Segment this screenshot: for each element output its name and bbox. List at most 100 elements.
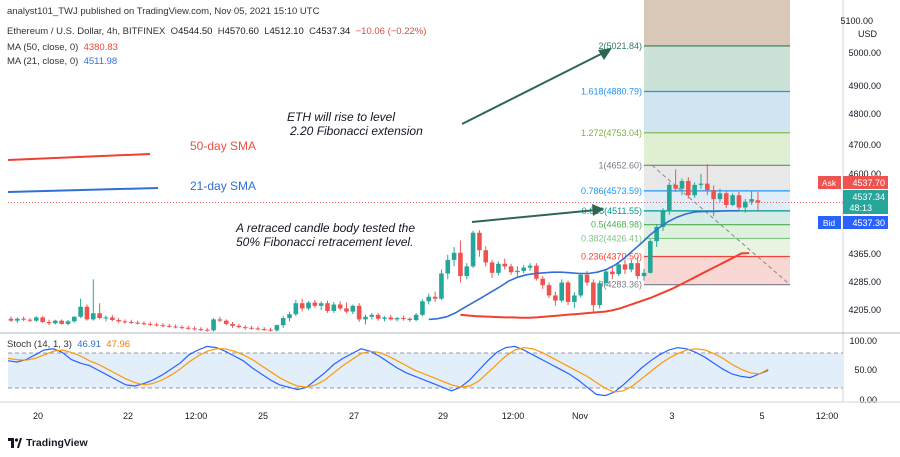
candle-body	[413, 314, 419, 321]
candle-body	[242, 327, 248, 329]
candle-body	[306, 302, 311, 309]
candle-body	[318, 303, 324, 306]
candle-body	[160, 325, 166, 327]
candle-body	[679, 181, 685, 189]
fib-level-label: 1(4652.60)	[598, 160, 642, 170]
candle-body	[496, 263, 501, 273]
candle-body	[603, 271, 609, 284]
candle-body	[27, 319, 33, 321]
stoch-panel[interactable]	[7, 345, 843, 397]
candle-body	[147, 323, 153, 325]
annotations[interactable]: 50-day SMA 21-day SMA ETH will rise to l…	[7, 48, 612, 249]
candle-body	[185, 327, 191, 329]
time-axis[interactable]: 20 22 12:00 25 27 29 12:00 Nov 3 5 12:00	[0, 401, 900, 421]
price-axis-tick: 4900.00	[848, 81, 881, 91]
fib-band	[644, 224, 790, 239]
candle-body	[572, 295, 577, 302]
candle-body	[616, 264, 621, 275]
fib-level-label: 0.236(4370.50)	[581, 251, 642, 261]
fib-level-label: 0.382(4426.41)	[581, 233, 642, 243]
candle-body	[635, 263, 640, 277]
candle-body	[236, 325, 242, 328]
l-value: 4512.10	[269, 26, 304, 37]
bid-price-tag	[843, 216, 888, 229]
stoch-axis-tick: 50.00	[854, 365, 877, 375]
stoch-axis-tick: 100.00	[849, 336, 877, 346]
candle-body	[591, 282, 596, 306]
fib-level-label: 0.618(4511.55)	[582, 206, 642, 216]
tradingview-brand[interactable]: TradingView	[8, 437, 88, 449]
candle-body	[287, 314, 292, 319]
bar-countdown: 48:13	[849, 203, 872, 213]
candle-body	[154, 324, 159, 326]
candle-body	[578, 274, 583, 296]
candle-body	[204, 329, 210, 331]
time-axis-tick: Nov	[572, 411, 589, 421]
candle-body	[597, 283, 602, 306]
candle-body	[382, 317, 387, 319]
candle-body	[660, 211, 666, 227]
candle-body	[363, 316, 368, 320]
candle-body	[128, 321, 134, 323]
bid-label: Bid	[823, 218, 836, 228]
candle-body	[641, 272, 647, 277]
candle-body	[502, 263, 508, 267]
candle-body	[584, 274, 590, 283]
candle-body	[477, 232, 482, 251]
candle-body	[565, 282, 571, 302]
candle-body	[109, 317, 115, 321]
ma50-legend[interactable]: MA (50, close, 0) 4380.83	[7, 42, 118, 53]
fib-level-label: 1.272(4753.04)	[581, 128, 642, 138]
candle-body	[515, 270, 520, 273]
candle-body	[629, 263, 634, 270]
time-axis-tick: 22	[123, 411, 133, 421]
candle-body	[65, 321, 71, 324]
retrace-annotation-line2: 50% Fibonacci retracement level.	[236, 235, 413, 249]
candle-body	[521, 267, 527, 271]
stoch-legend[interactable]: Stoch (14, 1, 3) 46.91 47.96	[7, 339, 130, 350]
fib-band	[644, 210, 790, 225]
brand-text: TradingView	[26, 437, 88, 449]
candle-body	[559, 282, 565, 301]
candle-body	[274, 325, 280, 331]
ohlc-line: Ethereum / U.S. Dollar, 4h, BITFINEX O45…	[7, 26, 426, 37]
candle-body	[508, 266, 514, 273]
fib-band	[644, 256, 790, 285]
candle-body	[72, 316, 77, 322]
ma50-line[interactable]	[460, 252, 750, 319]
candle-body	[451, 252, 457, 260]
candle-body	[742, 201, 748, 208]
ma21-value: 4511.98	[83, 56, 118, 67]
candle-body	[654, 226, 659, 242]
fib-band	[644, 165, 790, 191]
candle-body	[312, 302, 318, 306]
candle-body	[717, 193, 723, 200]
sma21-label: 21-day SMA	[190, 179, 256, 193]
candle-body	[40, 317, 45, 322]
candle-body	[223, 320, 229, 324]
ma21-line[interactable]	[428, 210, 739, 321]
fib-level-label: 2(5021.84)	[598, 41, 642, 51]
stoch-axis[interactable]: 100.00 50.00 0.00	[849, 336, 877, 405]
ask-value: 4537.70	[852, 178, 885, 188]
candle-body	[534, 265, 539, 279]
o-value: 4544.50	[178, 26, 213, 37]
fibonacci-extension-tool[interactable]: 2(5021.84) 1.618(4880.79) 1.272(4753.04) 1(…	[8, 0, 843, 290]
price-axis[interactable]: 5100.00 USD 5000.00 4900.00 4800.00 4700…	[818, 0, 888, 402]
ma50-value: 4380.83	[83, 42, 118, 53]
candle-body	[698, 183, 704, 185]
fib-level-label: 1.618(4880.79)	[581, 87, 642, 97]
fib-band	[644, 0, 790, 46]
candle-body	[103, 317, 109, 319]
c-label: C	[309, 26, 316, 37]
candle-body	[255, 328, 261, 330]
candle-body	[736, 195, 742, 208]
candle-body	[135, 322, 140, 324]
candle-body	[369, 314, 375, 317]
candle-body	[249, 327, 254, 329]
candle-body	[179, 327, 185, 329]
publisher-text: analyst101_TWJ published on TradingView.…	[7, 6, 320, 17]
ma21-legend[interactable]: MA (21, close, 0) 4511.98	[7, 56, 117, 67]
eth-annotation-line1: ETH will rise to level	[287, 110, 395, 124]
